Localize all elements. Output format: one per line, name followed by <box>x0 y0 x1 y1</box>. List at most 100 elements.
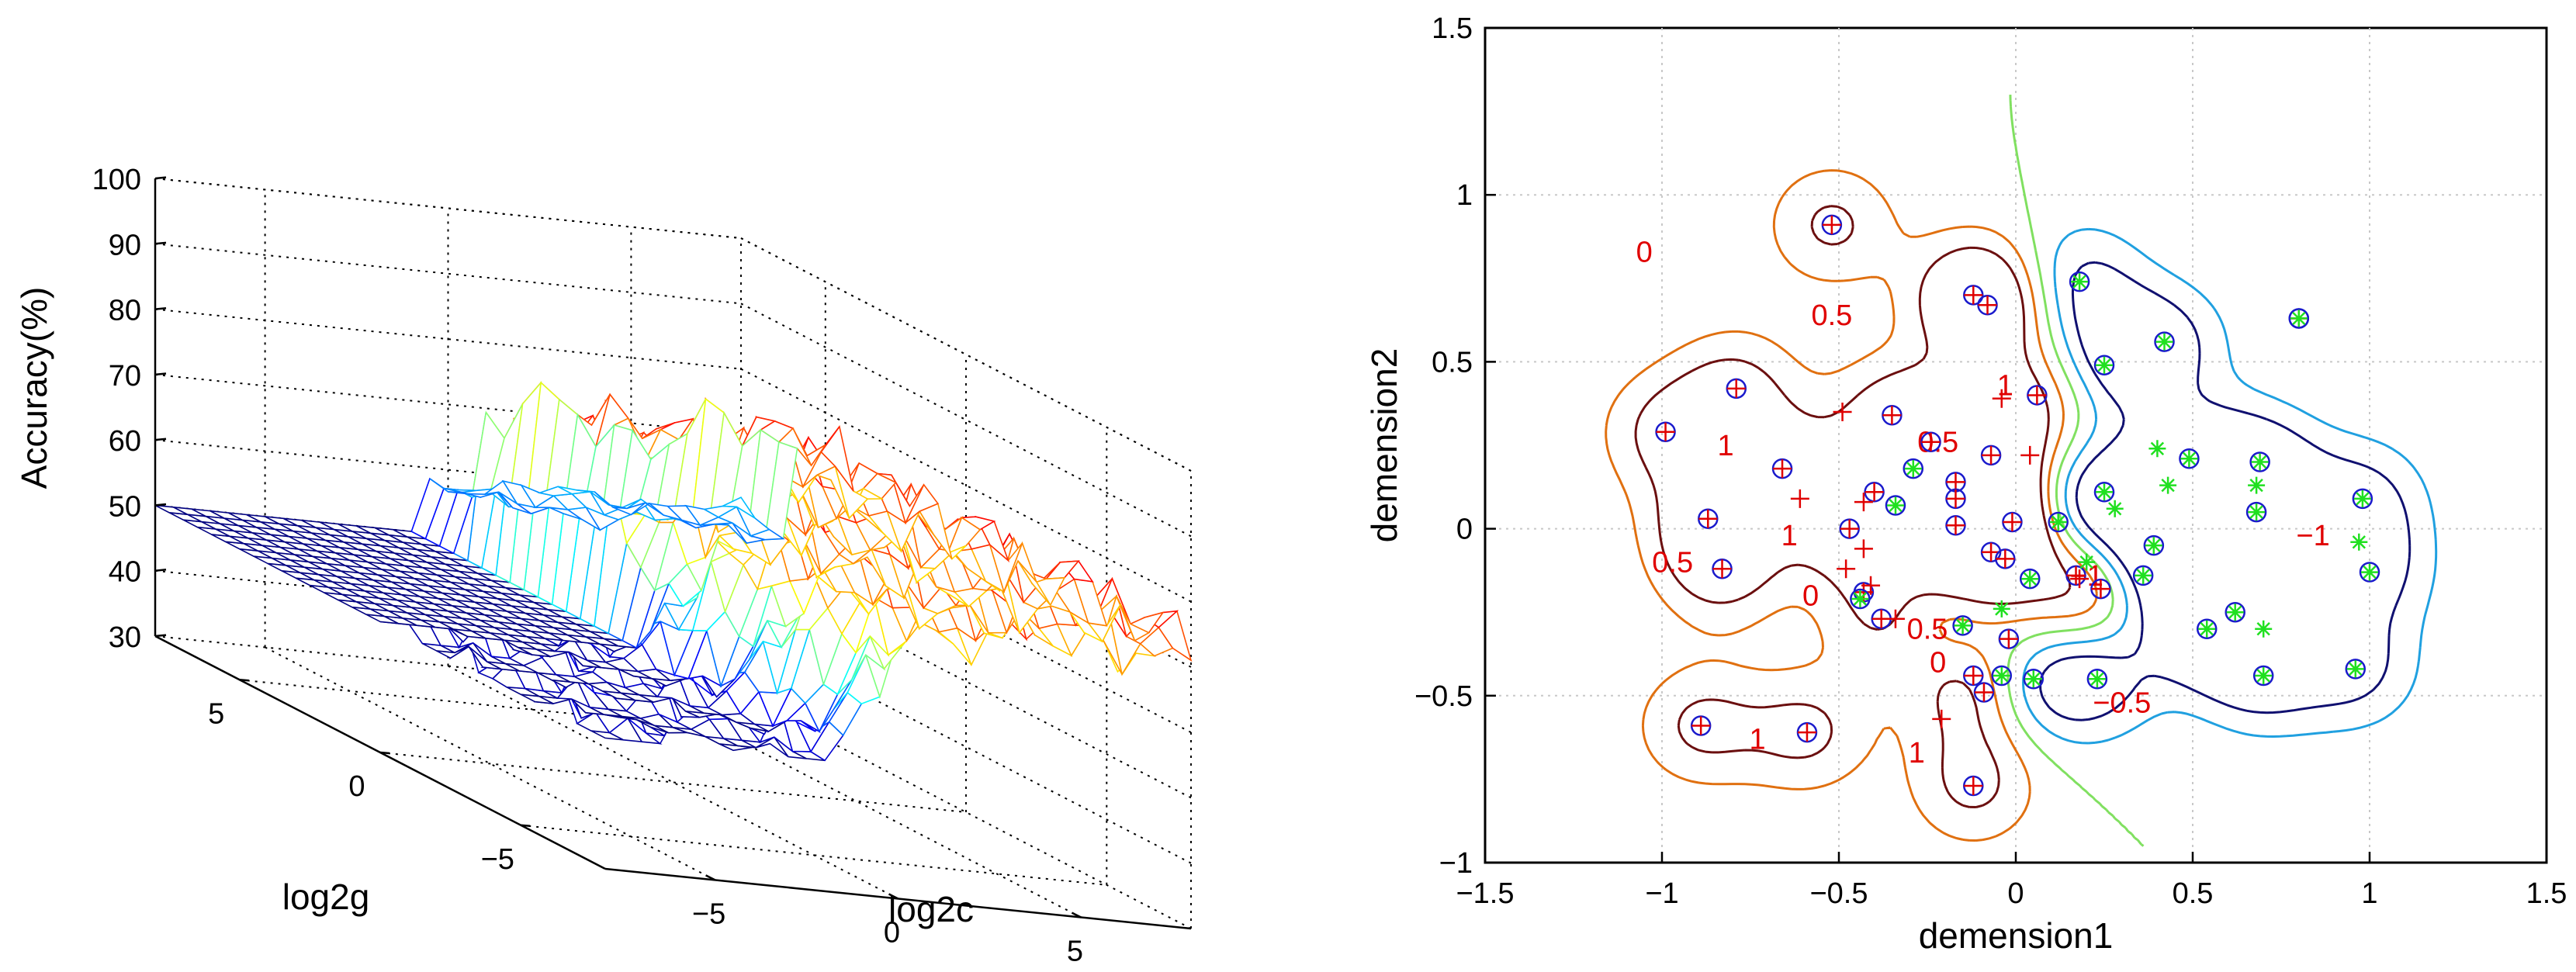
class2-point <box>2049 514 2067 531</box>
y-tick-label: 5 <box>208 697 224 730</box>
y-axis-label: log2g <box>282 877 370 917</box>
class1-point <box>1840 519 1859 538</box>
class2-support-circle <box>2352 488 2373 510</box>
class1-point <box>1982 445 2001 465</box>
x-tick-label: −1 <box>1645 877 1678 910</box>
class1-point <box>1999 629 2018 649</box>
contour-level-line <box>1634 205 2072 808</box>
class1-point <box>1837 559 1856 579</box>
x-tick-mark <box>1071 911 1082 918</box>
contour-level-line <box>2022 227 2438 745</box>
class1-point <box>1974 683 1993 702</box>
contour-level-label: 0 <box>1930 647 1946 680</box>
class1-point <box>1833 402 1852 421</box>
class2-support-circle <box>2345 659 2367 680</box>
class2-point <box>2290 310 2308 327</box>
contour-level-label: 1 <box>1781 520 1798 552</box>
z-tick-mark <box>154 634 167 638</box>
x-tick-label: 0 <box>884 917 900 950</box>
class2-support-circle <box>1903 458 1924 479</box>
class1-point <box>1712 559 1732 579</box>
class1-point <box>1982 542 2001 562</box>
class2-support-circle <box>2225 601 2245 623</box>
y-tick-label: 1 <box>1456 179 1473 212</box>
class1-point <box>2020 445 2040 465</box>
class2-point <box>2106 500 2124 517</box>
z-tick-label: 40 <box>109 556 141 589</box>
x-tick-label: 0 <box>2007 877 2024 910</box>
class2-point <box>2198 620 2216 638</box>
class2-support-circle <box>2086 669 2108 690</box>
class2-point <box>2226 604 2244 621</box>
class1-point <box>1992 389 2011 408</box>
z-tick-mark <box>154 372 167 376</box>
class1-point <box>2070 569 2090 589</box>
surface-axes <box>154 176 1192 930</box>
contour-level-label: 0 <box>1802 580 1819 613</box>
contour-level-line <box>1605 169 2098 842</box>
class1-point <box>1691 716 1711 735</box>
class2-point <box>2350 533 2368 551</box>
contour-level-label: 1 <box>1750 724 1766 756</box>
class1-point <box>1656 422 1675 441</box>
class2-point <box>2135 566 2152 584</box>
class2-support-circle <box>2132 565 2154 586</box>
class1-point <box>2091 579 2110 599</box>
z-tick-label: 100 <box>92 164 141 196</box>
class1-point <box>1854 539 1873 559</box>
contour-level-line <box>2039 261 2412 721</box>
wall-gridline <box>154 373 742 435</box>
contour-gridlines <box>1484 26 2548 864</box>
sample-points <box>1655 214 2380 797</box>
contour-level-label: 0.5 <box>1907 614 1948 646</box>
surface-tick-labels: 30 40 50 60 70 80 90 100 −5 0 5 −5 0 5 <box>92 164 1083 968</box>
class1-point <box>1698 509 1718 528</box>
contour-level-label: 0.5 <box>1652 547 1693 579</box>
class2-point <box>2361 563 2378 581</box>
class2-support-circle <box>2093 482 2115 503</box>
contour-y-axis-label: demension2 <box>1364 348 1404 543</box>
floor-gridline <box>379 752 967 813</box>
z-tick-label: 80 <box>109 295 141 327</box>
class1-point <box>1822 215 1841 234</box>
class2-support-circle <box>1850 588 1871 610</box>
class2-point <box>2071 273 2089 291</box>
class2-support-circle <box>2023 669 2045 690</box>
class2-support-circle <box>2019 568 2041 590</box>
z-tick-mark <box>154 241 167 245</box>
wall-gridline <box>154 243 742 305</box>
class2-support-circle <box>1885 495 1906 516</box>
y-tick-label: 0 <box>348 770 365 803</box>
class1-point <box>1773 459 1792 479</box>
class1-point <box>1797 723 1816 742</box>
class2-point <box>2088 670 2106 688</box>
class2-support-circle <box>2069 271 2090 292</box>
x-tick-label: −0.5 <box>1809 877 1868 910</box>
class2-point <box>2096 483 2113 501</box>
contour-level-label: 1 <box>1718 430 1734 462</box>
class2-point <box>2346 660 2364 678</box>
class2-support-circle <box>2154 331 2175 352</box>
class2-support-circle <box>2093 355 2115 375</box>
class2-point <box>2255 620 2273 638</box>
x-tick-label: 1 <box>2361 877 2377 910</box>
contour-level-label: −1 <box>2296 520 2329 552</box>
class2-support-circle <box>2359 562 2380 583</box>
class1-point <box>1964 777 1983 796</box>
class1-point <box>1921 432 1941 451</box>
class2-support-circle <box>2196 618 2218 639</box>
class2-point <box>1904 460 1922 478</box>
class2-support-circle <box>2245 501 2267 523</box>
contour-level-label: 0.5 <box>1811 299 1852 332</box>
x-tick-label: 1.5 <box>2526 877 2567 910</box>
y-tick-label: 0 <box>1456 514 1473 546</box>
class1-point <box>2066 566 2086 585</box>
contour-tick-labels: −1.5 −1 −0.5 0 0.5 1 1.5−1−0.500.511.5 <box>1414 12 2567 910</box>
class2-point <box>1954 617 1972 635</box>
class1-point <box>2003 512 2022 531</box>
y-tick-label: −5 <box>481 843 514 876</box>
class2-support-circle <box>2143 534 2165 556</box>
wall-gridline <box>154 308 742 370</box>
